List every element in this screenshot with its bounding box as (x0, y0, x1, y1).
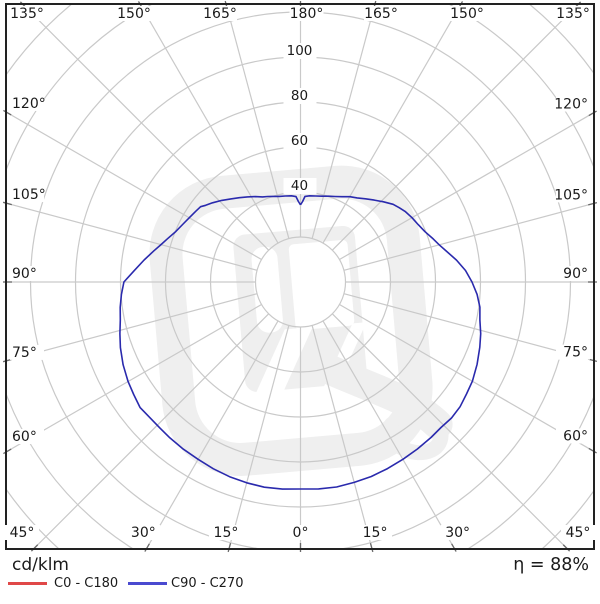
angle-label: 45° (10, 525, 35, 541)
legend-label-c0-c180: C0 - C180 (54, 576, 119, 591)
angle-label: 120° (554, 97, 588, 113)
legend-label-c90-c270: C90 - C270 (171, 576, 244, 591)
angle-label: 165° (203, 6, 237, 22)
radial-labels: 40 60 80 100 (283, 43, 317, 194)
grid-ray (339, 303, 593, 452)
angle-label: 30° (131, 525, 156, 541)
grid-ray (7, 202, 258, 271)
angle-label: 30° (445, 525, 470, 541)
grid-ray (311, 325, 373, 548)
angle-label: 105° (12, 187, 46, 203)
grid-ray (311, 5, 376, 239)
grid-ray (225, 5, 290, 239)
angle-label: 165° (364, 6, 398, 22)
grid-ray (331, 5, 579, 251)
angle-label: 90° (12, 266, 37, 282)
grid-ray (331, 313, 568, 548)
watermark-logo (149, 165, 453, 476)
angle-label: 120° (12, 96, 46, 112)
radial-tick-label: 80 (291, 88, 308, 104)
grid-ray (22, 5, 270, 251)
angle-label: 135° (10, 6, 44, 22)
grid-ray (7, 111, 262, 261)
chart-border (5, 3, 595, 550)
angle-label: 150° (450, 6, 484, 22)
angle-label: 180° (290, 6, 324, 22)
angle-label: 150° (117, 6, 151, 22)
grid-ray (339, 112, 593, 261)
angle-label: 15° (363, 525, 388, 541)
angle-label: 75° (563, 345, 588, 361)
legend-line-c0-c180 (8, 582, 47, 585)
efficiency-value: η = 88% (513, 555, 589, 575)
angle-label: 75° (12, 345, 37, 361)
radial-tick-label: 60 (291, 133, 308, 149)
angle-label: 105° (554, 187, 588, 203)
legend-unit-label: cd/klm (12, 555, 69, 575)
grid-ray (322, 5, 462, 244)
border-ticks (2, 0, 598, 553)
grid-ray (7, 303, 262, 453)
angle-label: 15° (214, 525, 239, 541)
angle-label: 135° (556, 6, 590, 22)
angle-labels: 0° 15° 15° 30° 30° 45° 45° 60° 60° 75° 75° 90° 90° 10… (5, 6, 595, 541)
legend-line-c90-c270 (128, 582, 167, 585)
curve-C90-C270 (119, 195, 482, 490)
grid-ray (146, 320, 279, 548)
grid-ray (33, 313, 270, 548)
angle-label: 0° (293, 525, 309, 541)
angle-label: 60° (12, 429, 37, 445)
grid-ray (343, 293, 593, 361)
grid-ray (322, 320, 455, 548)
angle-label: 60° (563, 428, 588, 444)
angle-label: 90° (563, 266, 588, 282)
angle-label: 45° (566, 525, 591, 541)
grid-ray (343, 203, 593, 271)
radial-tick-label: 40 (291, 178, 308, 194)
radial-tick-label: 100 (287, 43, 313, 59)
grid-ray (7, 293, 258, 362)
grid-ray (228, 325, 290, 548)
grid-ray (139, 5, 279, 244)
